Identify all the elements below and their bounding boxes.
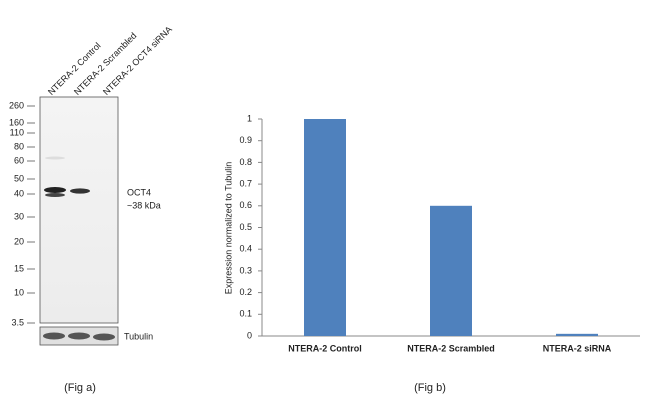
y-tick-label: 0.1 [239,309,252,319]
band-size: ~38 kDa [127,200,161,210]
y-tick-label: 0.2 [239,287,252,297]
x-tick-label: NTERA-2 siRNA [543,343,612,353]
y-tick-label: 0.9 [239,135,252,145]
marker-label: 20 [14,236,24,246]
y-tick-label: 1 [247,113,252,123]
y-tick-label: 0.7 [239,178,252,188]
blot-band [44,187,66,193]
tubulin-band [43,332,65,340]
bar [556,333,598,336]
tubulin-band [68,332,90,340]
marker-label: 15 [14,263,24,273]
loading-control: Tubulin [124,331,153,341]
marker-label: 60 [14,155,24,165]
y-tick-label: 0 [247,330,252,340]
marker-label: 110 [10,127,24,137]
y-tick-label: 0.3 [239,265,252,275]
marker-label: 80 [14,141,24,151]
marker-label: 160 [9,117,24,127]
blot-band [45,193,65,197]
x-tick-label: NTERA-2 Control [288,343,362,353]
x-tick-label: NTERA-2 Scrambled [407,343,495,353]
caption: (Fig b) [414,382,446,394]
marker-label: 10 [14,287,24,297]
blot-band [70,188,90,194]
marker-label: 40 [14,188,24,198]
y-tick-label: 0.4 [239,244,252,254]
caption: (Fig a) [64,382,96,394]
y-tick-label: 0.8 [239,157,252,167]
marker-label: 3.5 [11,317,24,327]
y-tick-label: 0.6 [239,200,252,210]
tubulin-band [93,333,115,341]
marker-label: 50 [14,173,24,183]
y-tick-label: 0.5 [239,222,252,232]
bar [304,119,346,336]
y-axis-label: Expression normalized to Tubulin [223,162,233,295]
marker-label: 30 [14,211,24,221]
blot-band [45,156,65,160]
band-name: OCT4 [127,187,151,197]
marker-label: 260 [9,100,24,110]
bar [430,205,472,336]
blot-membrane [39,96,119,324]
